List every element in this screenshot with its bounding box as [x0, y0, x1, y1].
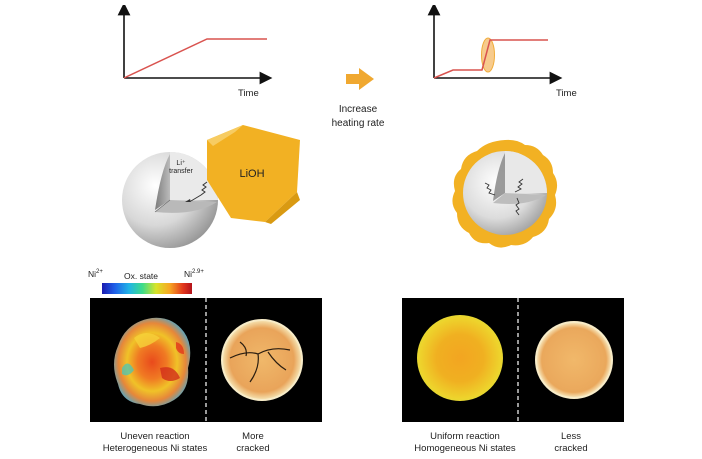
caption-line-1: Uneven reaction [120, 431, 190, 442]
li-transfer-line-1: Li⁺ [176, 160, 186, 167]
sphere-cutout [505, 151, 547, 193]
caption-left-cracks: More cracked [218, 431, 288, 455]
colorbar-high-sup: 2.9+ [192, 269, 204, 276]
cracked-particle [221, 319, 303, 401]
right-graph-xlabel: Time [556, 88, 577, 99]
li-transfer-label: Li⁺ transfer [166, 160, 196, 176]
caption-line-2: cracked [554, 443, 588, 454]
left-particle-illustration [122, 125, 300, 248]
caption-line-2: Heterogeneous Ni states [102, 443, 208, 454]
left-graph-xlabel: Time [238, 88, 259, 99]
left-temperature-profile [117, 5, 273, 85]
colorbar-low-label: Ni2+ [88, 269, 103, 279]
transition-line-2: heating rate [331, 118, 385, 129]
increase-arrow-icon [346, 68, 374, 90]
homogeneous-ox-map [417, 315, 503, 401]
uncracked-particle [535, 321, 613, 399]
caption-line-2: Homogeneous Ni states [414, 443, 516, 454]
colorbar-high-text: Ni [184, 269, 193, 279]
left-xray-panel [90, 298, 322, 422]
right-temperature-profile [427, 5, 563, 85]
colorbar-high-label: Ni2.9+ [184, 269, 204, 279]
lioh-label: LiOH [239, 168, 265, 180]
transition-label: Increase heating rate [308, 103, 408, 131]
transition-line-1: Increase [338, 104, 378, 115]
caption-line-2: cracked [236, 443, 270, 454]
li-transfer-line-2: transfer [169, 168, 193, 175]
colorbar-low-text: Ni [88, 269, 97, 279]
sphere-cutout [170, 152, 218, 200]
colorbar-title: Ox. state [124, 271, 159, 281]
heterogeneous-ox-map [114, 317, 191, 407]
lioh-crystal [207, 125, 300, 222]
heating-ramp-fast [433, 39, 548, 79]
caption-line-1: Less [560, 431, 582, 442]
caption-line-1: More [242, 431, 264, 442]
li-transfer-arrow [190, 181, 208, 202]
colorbar-low-sup: 2+ [96, 269, 103, 276]
right-xray-panel [402, 298, 624, 422]
fast-heating-highlight [481, 37, 495, 73]
right-particle-illustration [452, 139, 558, 248]
crack-lines [229, 341, 291, 383]
caption-right-cracks: Less cracked [536, 431, 606, 455]
caption-left-oxidation: Uneven reaction Heterogeneous Ni states [95, 431, 215, 455]
oxidation-state-colorbar [102, 283, 192, 294]
caption-right-oxidation: Uniform reaction Homogeneous Ni states [405, 431, 525, 455]
caption-line-1: Uniform reaction [430, 431, 500, 442]
heating-ramp-slow [123, 38, 267, 79]
